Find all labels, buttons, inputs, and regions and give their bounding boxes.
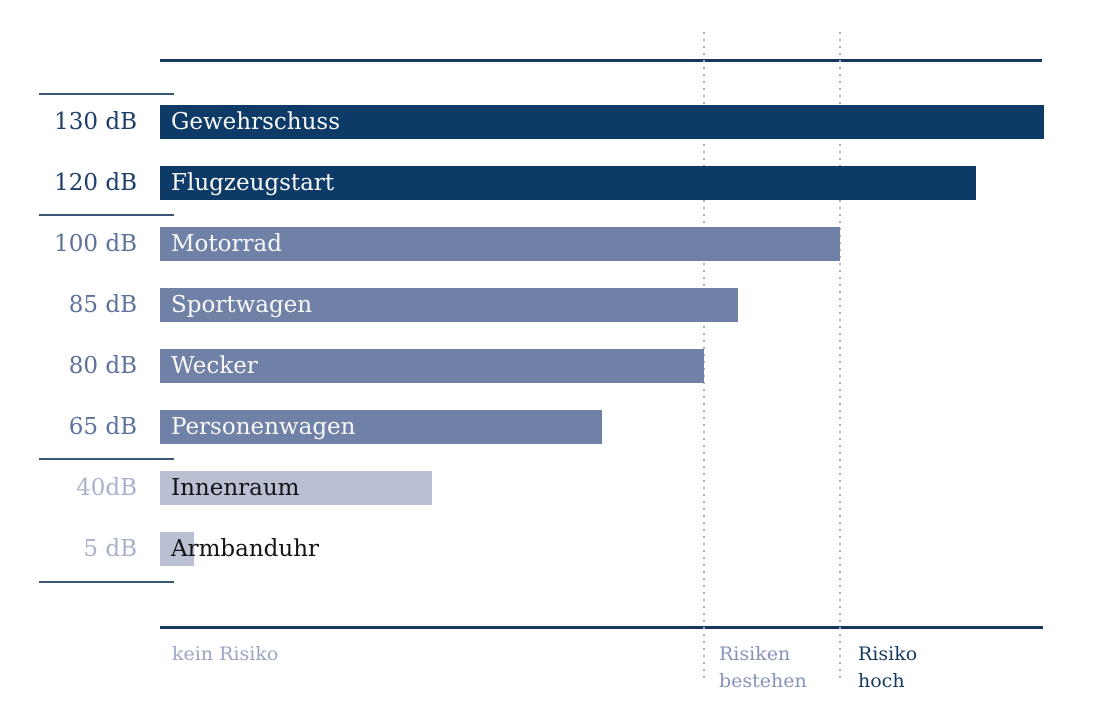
- bar-label-sportwagen: Sportwagen: [171, 292, 313, 318]
- group-separator-high-risk: [39, 214, 174, 216]
- bar-label-wecker: Wecker: [171, 353, 258, 379]
- bar-flugzeugstart: [160, 166, 976, 200]
- bar-sportwagen: [160, 288, 738, 322]
- zone-label-kein-risiko: kein Risiko: [172, 643, 279, 665]
- db-label-120: 120 dB: [54, 170, 137, 196]
- group-separator-bottom: [39, 581, 174, 583]
- bar-innenraum: [160, 471, 432, 505]
- group-separator-medium-risk: [39, 458, 174, 460]
- db-label-40: 40dB: [76, 475, 137, 501]
- db-label-65: 65 dB: [68, 414, 137, 440]
- bar-personenwagen: [160, 410, 602, 444]
- bar-label-motorrad: Motorrad: [171, 231, 282, 257]
- bar-label-flugzeugstart: Flugzeugstart: [171, 170, 335, 196]
- zone-label-risiken-bestehen: Risiken bestehen: [719, 643, 807, 692]
- bar-wecker: [160, 349, 704, 383]
- group-separator-top: [39, 93, 174, 95]
- db-label-80: 80 dB: [68, 353, 137, 379]
- db-label-85: 85 dB: [68, 292, 137, 318]
- db-label-130: 130 dB: [54, 109, 137, 135]
- threshold-line-100db: [839, 32, 841, 683]
- bar-label-armbanduhr: Armbanduhr: [171, 536, 320, 562]
- threshold-line-80db: [703, 32, 705, 683]
- bar-label-gewehrschuss: Gewehrschuss: [171, 109, 341, 135]
- bar-label-personenwagen: Personenwagen: [171, 414, 356, 440]
- db-label-100: 100 dB: [54, 231, 137, 257]
- bar-label-innenraum: Innenraum: [171, 475, 300, 501]
- bottom-axis-rule: [160, 626, 1043, 629]
- bar-motorrad: [160, 227, 840, 261]
- zone-label-risiko-hoch: Risiko hoch: [858, 643, 918, 692]
- top-axis-rule: [160, 59, 1042, 62]
- bar-gewehrschuss: [160, 105, 1044, 139]
- bar-armbanduhr: [160, 532, 194, 566]
- db-label-5: 5 dB: [83, 536, 137, 562]
